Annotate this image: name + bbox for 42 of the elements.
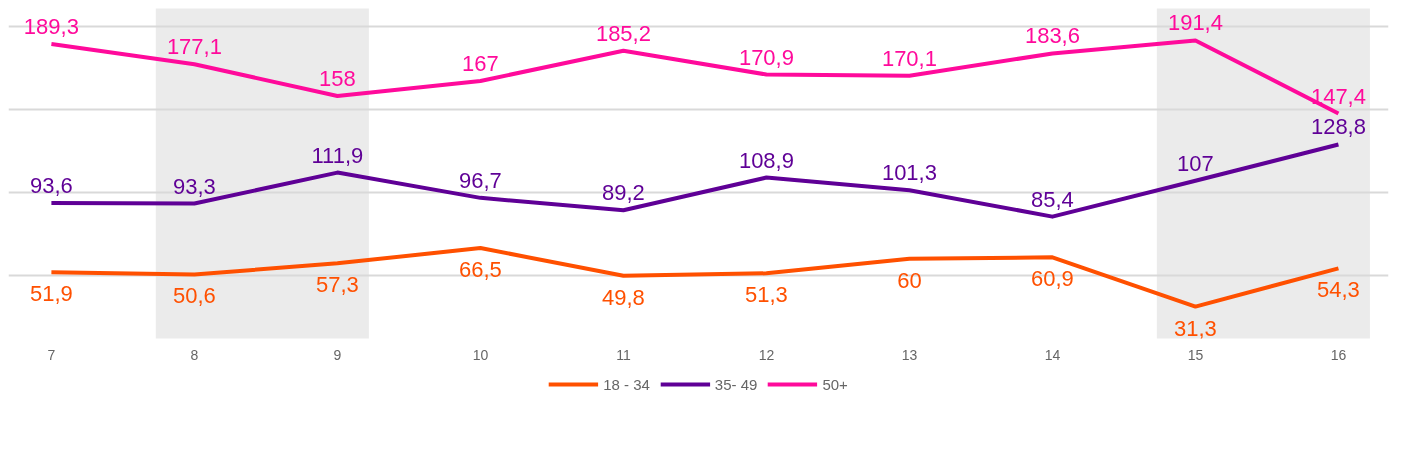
legend-label: 50+ [822,375,848,393]
x-tick-label: 11 [616,346,631,363]
data-label: 60 [897,267,922,293]
legend-label: 35- 49 [714,375,758,393]
data-label: 57,3 [316,272,359,298]
data-label: 51,3 [745,282,788,308]
data-label: 101,3 [881,160,937,186]
data-label: 177,1 [166,34,222,60]
data-label: 31,3 [1174,315,1217,341]
data-label: 191,4 [1167,10,1223,36]
x-tick-label: 14 [1044,346,1061,363]
data-label: 89,2 [602,180,645,206]
x-tick-label: 15 [1187,346,1204,363]
data-label: 96,7 [459,167,502,193]
data-label: 93,6 [29,173,73,199]
data-label: 170,9 [738,44,794,70]
data-label: 167 [462,50,499,76]
data-label: 185,2 [595,20,651,46]
data-label: 108,9 [738,147,794,173]
x-tick-label: 10 [472,346,489,363]
x-tick-label: 16 [1330,346,1347,363]
x-tick-label: 8 [190,346,199,363]
data-label: 93,3 [173,173,216,199]
x-tick-label: 9 [333,346,342,363]
data-label: 66,5 [459,257,502,283]
data-label: 189,3 [23,13,79,39]
x-tick-label: 12 [758,346,775,363]
data-label: 60,9 [1031,266,1074,292]
data-label: 51,9 [29,281,73,307]
data-label: 85,4 [1031,186,1074,212]
data-label: 183,6 [1024,23,1080,49]
data-label: 49,8 [602,284,645,310]
data-label: 54,3 [1317,277,1360,303]
data-label: 170,1 [881,45,937,71]
x-tick-label: 13 [901,346,918,363]
data-label: 128,8 [1310,114,1366,140]
data-label: 111,9 [311,142,364,168]
data-label: 158 [319,65,356,91]
x-tick-label: 7 [47,346,56,363]
data-label: 107 [1177,150,1214,176]
data-label: 50,6 [173,283,216,309]
legend-label: 18 - 34 [603,375,650,393]
